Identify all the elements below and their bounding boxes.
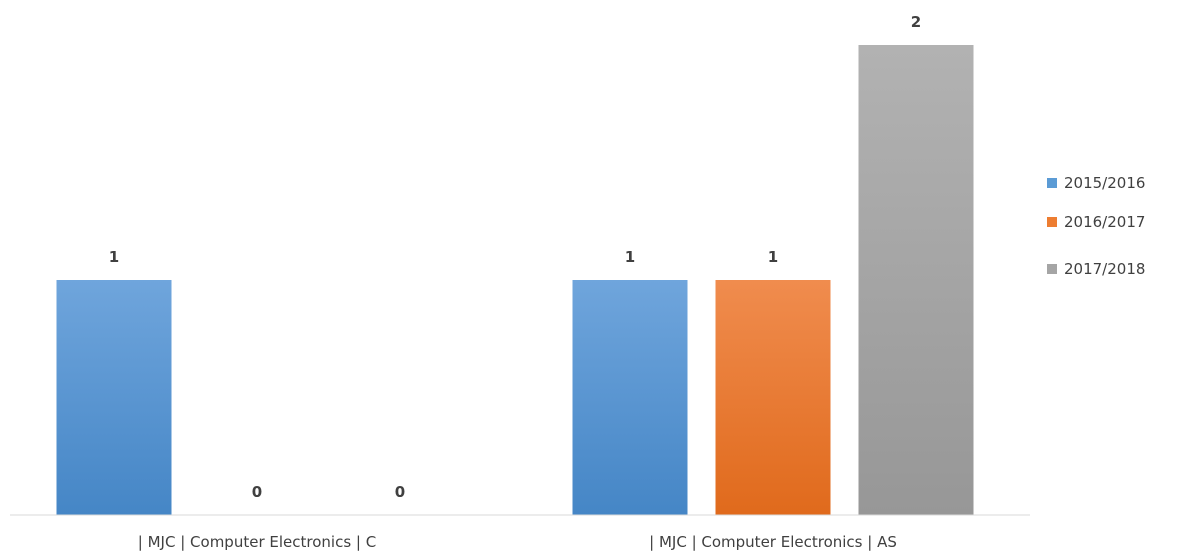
category-label-2: | MJC | Computer Electronics | AS [649, 533, 897, 551]
bar-2-series-2 [715, 280, 831, 515]
legend-swatch-3 [1047, 264, 1057, 274]
bars-layer [56, 45, 974, 515]
legend-label-1: 2015/2016 [1064, 174, 1145, 192]
data-label-1-1: 1 [109, 248, 119, 266]
bar-2-series-3 [858, 45, 974, 515]
labels-layer: 1 0 0 | MJC | Computer Electronics | C 1 1 2 | … [109, 13, 921, 551]
bar-1-series-1 [56, 280, 172, 515]
legend-swatch-2 [1047, 217, 1057, 227]
data-label-2-1: 1 [625, 248, 635, 266]
bar-2-series-1 [572, 280, 688, 515]
legend: 2015/2016 2016/2017 2017/2018 [1047, 174, 1145, 278]
data-label-2-3: 2 [911, 13, 921, 31]
data-label-1-3: 0 [395, 483, 405, 501]
data-label-2-2: 1 [768, 248, 778, 266]
legend-label-2: 2016/2017 [1064, 213, 1145, 231]
legend-label-3: 2017/2018 [1064, 260, 1145, 278]
legend-swatch-1 [1047, 178, 1057, 188]
category-label-1: | MJC | Computer Electronics | C [138, 533, 376, 551]
data-label-1-2: 0 [252, 483, 262, 501]
